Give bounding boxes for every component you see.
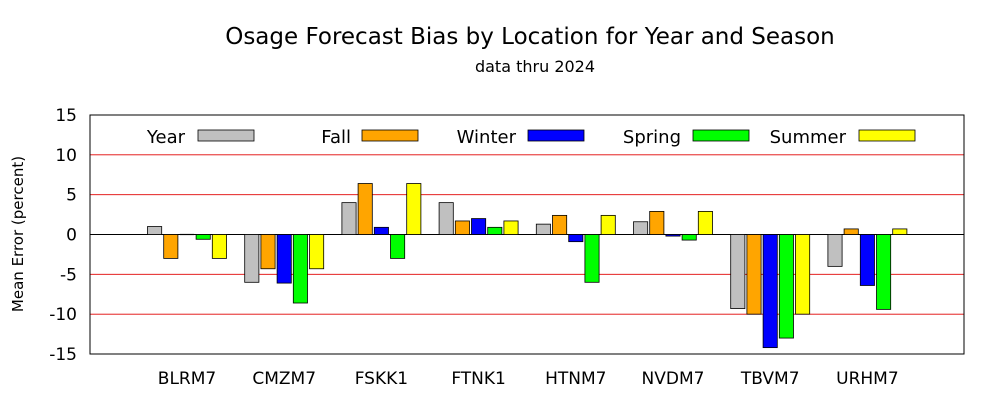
bar-fall-htnm7 <box>552 214 568 235</box>
bar-year-urhm7 <box>827 234 843 267</box>
y-tick-label: 5 <box>66 186 77 206</box>
bar-fall-blrm7 <box>163 234 179 259</box>
bar-spring-tbvm7 <box>778 234 794 339</box>
bar-spring-cmzm7 <box>292 234 308 304</box>
bar-year-ftnk1 <box>438 202 454 235</box>
chart-title: Osage Forecast Bias by Location for Year… <box>225 24 835 50</box>
legend-label-spring: Spring <box>623 127 681 148</box>
bar-winter-nvdm7 <box>665 234 681 237</box>
bar-fall-fskk1 <box>357 183 373 235</box>
x-tick-label: URHM7 <box>836 369 899 389</box>
bar-winter-fskk1 <box>373 226 389 235</box>
bar-spring-blrm7 <box>195 234 211 240</box>
x-tick-label: HTNM7 <box>545 369 606 389</box>
y-axis-label: Mean Error (percent) <box>9 156 27 312</box>
bar-winter-cmzm7 <box>276 234 292 284</box>
bar-fall-ftnk1 <box>454 220 470 235</box>
bar-winter-htnm7 <box>568 234 584 243</box>
bar-year-htnm7 <box>535 223 551 235</box>
legend-swatch-winter <box>527 129 585 142</box>
bar-fall-nvdm7 <box>649 210 665 235</box>
legend-label-fall: Fall <box>321 127 351 148</box>
y-tick-label: -15 <box>49 345 77 365</box>
legend: Year Fall Winter Spring Summer <box>146 127 916 148</box>
y-tick-label: 15 <box>55 106 77 126</box>
bar-spring-nvdm7 <box>681 234 697 241</box>
x-tick-label: FSKK1 <box>355 369 408 389</box>
x-tick-labels: BLRM7 CMZM7 FSKK1 FTNK1 HTNM7 NVDM7 TBVM7 URHM7 <box>158 369 899 389</box>
legend-label-year: Year <box>146 127 186 148</box>
y-tick-label: -5 <box>60 265 77 285</box>
bar-summer-urhm7 <box>892 228 908 235</box>
x-tick-label: BLRM7 <box>158 369 216 389</box>
bar-year-nvdm7 <box>633 221 649 235</box>
x-tick-label: CMZM7 <box>252 369 316 389</box>
legend-label-winter: Winter <box>457 127 517 148</box>
bar-year-cmzm7 <box>244 234 260 283</box>
bar-summer-tbvm7 <box>795 234 811 315</box>
bar-fall-urhm7 <box>843 228 859 235</box>
bar-fall-tbvm7 <box>746 234 762 315</box>
x-tick-label: NVDM7 <box>642 369 705 389</box>
bar-year-blrm7 <box>147 226 163 235</box>
bar-spring-urhm7 <box>876 234 892 310</box>
plot-frame <box>89 114 965 355</box>
bars <box>147 183 908 349</box>
bar-year-fskk1 <box>341 202 357 235</box>
y-tick-label: 0 <box>66 226 77 246</box>
bar-spring-fskk1 <box>390 234 406 259</box>
legend-swatch-year <box>197 129 255 142</box>
legend-label-summer: Summer <box>770 127 847 148</box>
grid-lines <box>90 154 964 315</box>
bar-summer-htnm7 <box>600 214 616 235</box>
bar-year-tbvm7 <box>730 234 746 309</box>
chart-subtitle: data thru 2024 <box>475 57 595 76</box>
y-tick-labels: 15 10 5 0 -5 -10 -15 <box>49 106 77 365</box>
legend-swatch-summer <box>858 129 916 142</box>
bar-winter-urhm7 <box>859 234 875 286</box>
bar-summer-nvdm7 <box>697 210 713 235</box>
bar-winter-tbvm7 <box>762 234 778 349</box>
y-tick-label: 10 <box>55 146 77 166</box>
bar-fall-cmzm7 <box>260 234 276 270</box>
bar-summer-ftnk1 <box>503 220 519 235</box>
x-tick-label: FTNK1 <box>451 369 506 389</box>
bar-spring-ftnk1 <box>487 226 503 235</box>
bar-summer-fskk1 <box>406 183 422 235</box>
x-tick-label: TBVM7 <box>740 369 800 389</box>
bar-summer-cmzm7 <box>309 234 325 270</box>
legend-swatch-fall <box>361 129 419 142</box>
bar-summer-blrm7 <box>211 234 227 259</box>
bar-winter-ftnk1 <box>471 218 487 235</box>
legend-swatch-spring <box>692 129 750 142</box>
bar-spring-htnm7 <box>584 234 600 283</box>
y-tick-label: -10 <box>49 305 77 325</box>
